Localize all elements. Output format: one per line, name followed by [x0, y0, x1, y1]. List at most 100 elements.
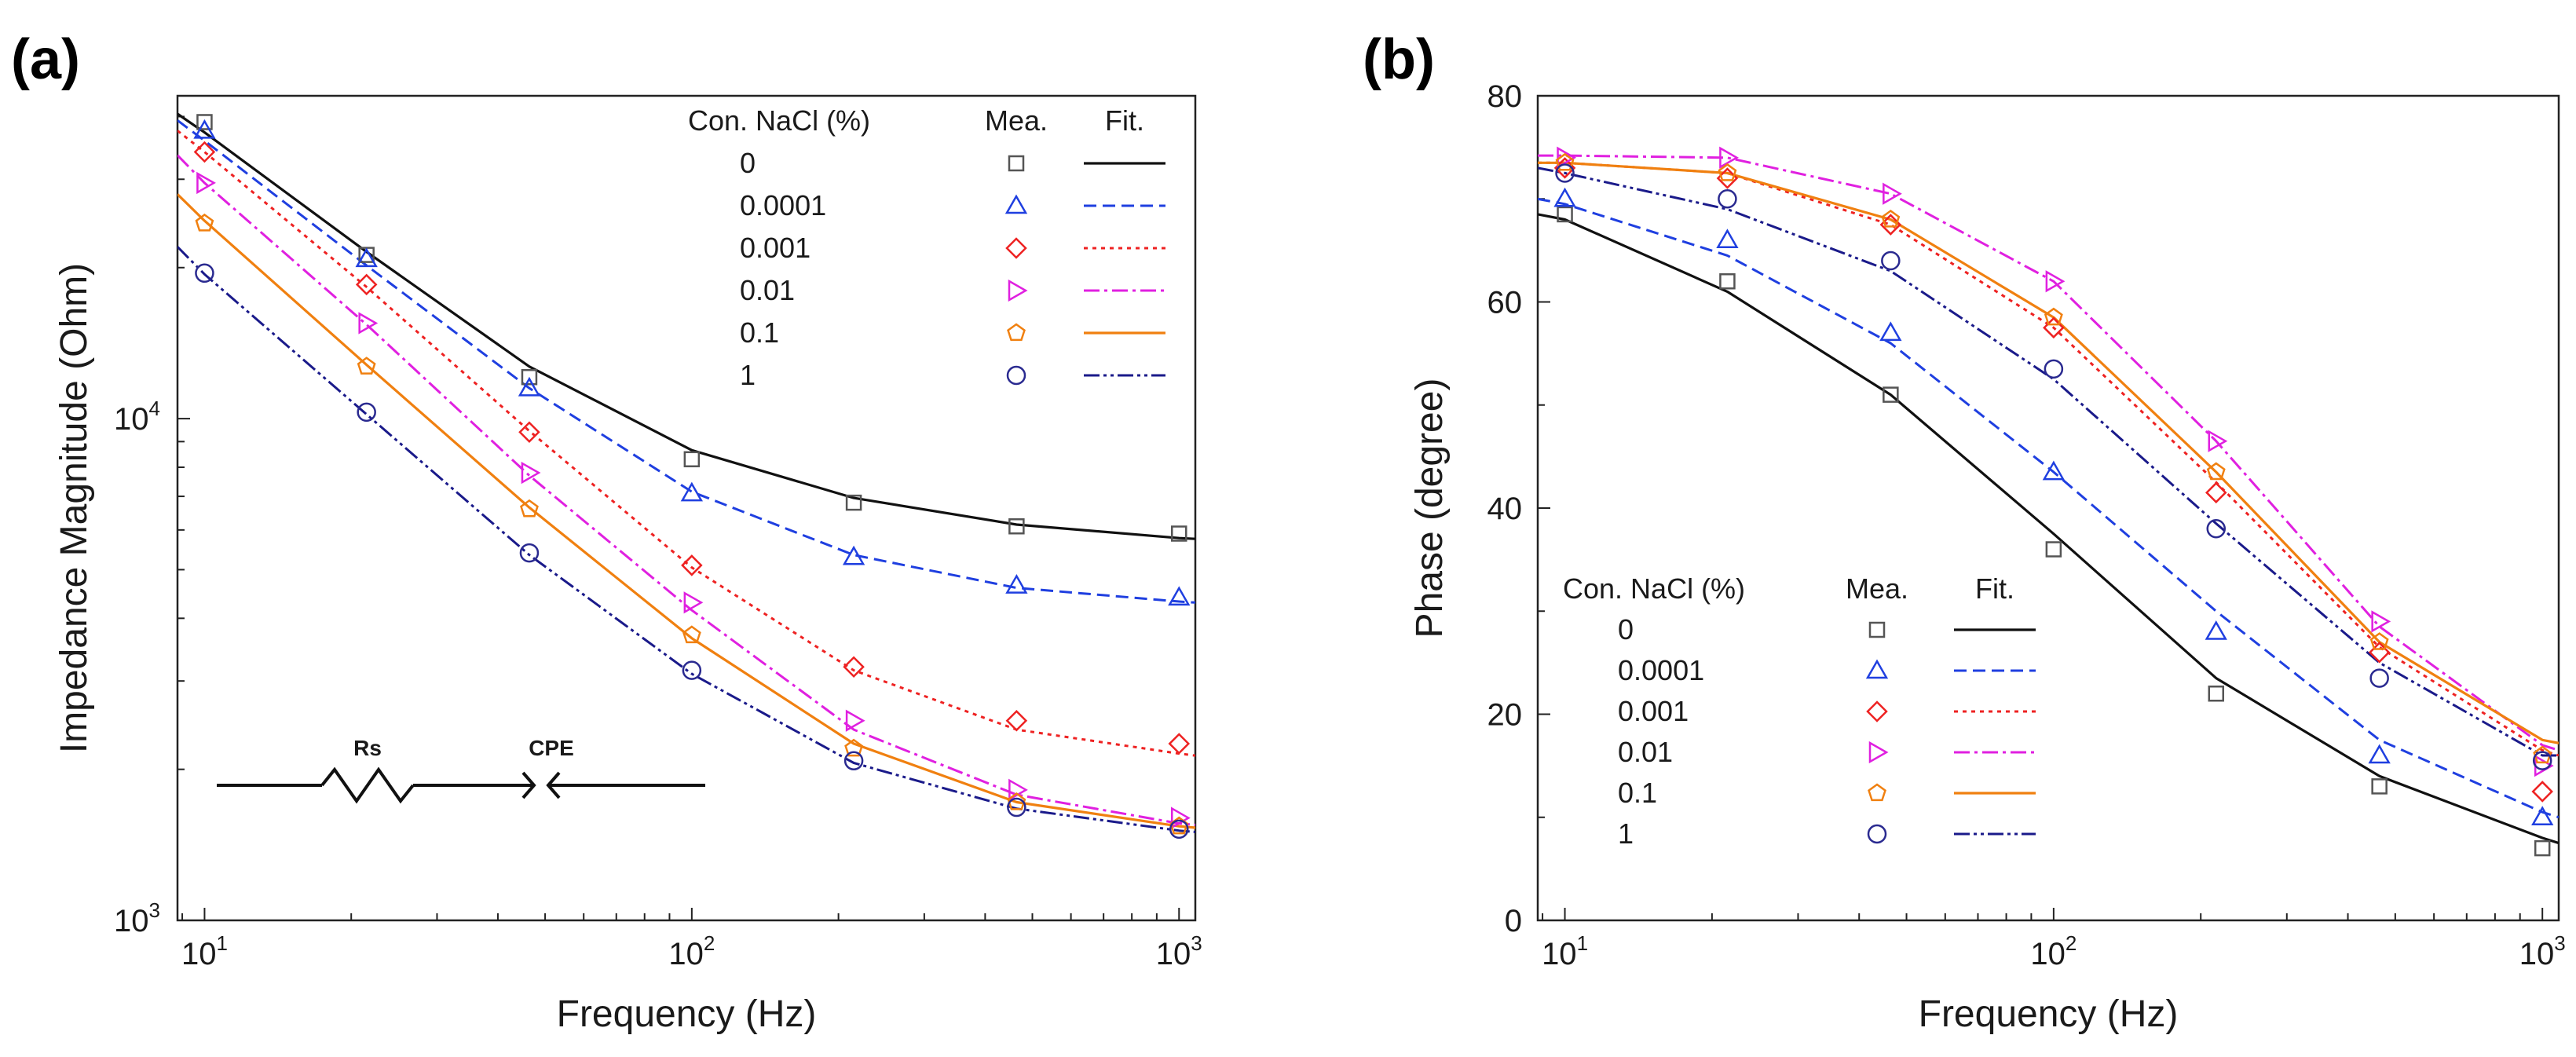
y-tick-label: 0 — [1505, 904, 1522, 938]
measured-point-0.01 — [2208, 430, 2228, 452]
fit-line-0.1 — [177, 193, 1195, 829]
plot-frame — [176, 94, 1197, 922]
measured-point-1 — [682, 660, 702, 680]
measured-point-0.1 — [682, 625, 701, 644]
measured-point-0.1 — [844, 738, 864, 757]
legend-label-0.1: 0.1 — [1618, 777, 1657, 809]
measured-point-0.0001 — [1716, 229, 1739, 248]
cpe-symbol — [521, 771, 536, 799]
measured-point-0.1 — [2044, 307, 2063, 326]
measured-point-0.0001 — [1879, 321, 1902, 342]
x-axis-title: Frequency (Hz) — [1919, 993, 2179, 1035]
y-axis-title: Impedance Magnitude (Ohm) — [53, 263, 95, 753]
fit-line-0.01 — [1538, 154, 2559, 752]
x-tick-label-base: 10 — [181, 937, 217, 971]
measured-point-0 — [1719, 273, 1736, 290]
legend-header-measured: Mea. — [1846, 572, 1908, 605]
measured-point-0 — [1557, 206, 1573, 223]
legend-label-0.1: 0.1 — [740, 316, 779, 349]
measured-point-0.0001 — [193, 119, 216, 139]
y-tick-label: 80 — [1487, 79, 1523, 114]
measured-point-0.1 — [357, 357, 376, 375]
y-tick-label: 20 — [1487, 698, 1523, 733]
measured-point-0.001 — [1168, 733, 1191, 755]
legend-header-concentration: Con. NaCl (%) — [1563, 572, 1745, 605]
measured-point-0.0001 — [2205, 620, 2227, 640]
measured-point-0.001 — [355, 273, 378, 296]
fit-line-1 — [1538, 166, 2559, 757]
x-tick-label-exp: 3 — [1191, 931, 1202, 955]
measured-point-0.0001 — [1553, 187, 1576, 207]
legend-header-measured: Mea. — [985, 104, 1048, 137]
measured-point-0.1 — [2533, 745, 2552, 764]
measured-point-1 — [1555, 163, 1575, 183]
measured-point-1 — [2206, 519, 2227, 539]
measured-point-0.01 — [683, 591, 704, 614]
legend-label-0.0001: 0.0001 — [1618, 654, 1704, 686]
y-tick-label-base: 10 — [114, 402, 149, 437]
measured-point-0 — [1171, 525, 1187, 542]
measured-point-0.001 — [681, 554, 703, 576]
fit-line-0.0001 — [1538, 197, 2559, 819]
measured-point-0.0001 — [518, 376, 541, 397]
legend-marker-0.1 — [1868, 783, 1886, 802]
measured-point-0.001 — [2205, 481, 2227, 504]
measured-point-0.01 — [1883, 182, 1902, 205]
measured-point-1 — [1007, 797, 1026, 817]
measured-point-0 — [845, 494, 862, 511]
measured-point-1 — [1881, 251, 1901, 271]
measured-point-1 — [357, 402, 376, 422]
y-tick-label: 60 — [1487, 286, 1523, 320]
measured-point-0.01 — [845, 709, 865, 732]
x-tick-label-exp: 2 — [704, 931, 715, 955]
measured-point-0.01 — [196, 171, 216, 195]
x-tick-label-base: 10 — [2030, 937, 2066, 971]
fit-line-0 — [1538, 213, 2559, 845]
x-tick-label: 101 — [181, 931, 228, 971]
measured-point-0.01 — [2371, 610, 2391, 633]
measured-point-0.0001 — [1168, 586, 1191, 606]
measured-point-0.0001 — [680, 481, 704, 502]
measured-point-0 — [2045, 541, 2062, 558]
measured-point-0 — [2371, 778, 2388, 795]
legend-label-0.0001: 0.0001 — [740, 189, 826, 221]
legend-marker-0 — [1008, 155, 1025, 172]
legend-label-0.01: 0.01 — [740, 274, 795, 306]
cpe-label: CPE — [529, 736, 574, 760]
measured-point-1 — [2044, 359, 2064, 379]
resistor-symbol — [320, 766, 415, 804]
legend-header-fit: Fit. — [1975, 572, 2014, 605]
legend-marker-1 — [1867, 824, 1887, 844]
measured-point-0.1 — [520, 499, 539, 518]
legend-marker-0.01 — [1008, 279, 1028, 302]
y-tick-label-exp: 4 — [149, 397, 160, 420]
measured-point-0.0001 — [2042, 460, 2066, 481]
fit-line-1 — [177, 246, 1195, 833]
measured-point-0.001 — [2368, 641, 2391, 664]
measured-point-0.1 — [1555, 152, 1575, 171]
x-tick-label: 102 — [668, 931, 715, 971]
measured-point-0.0001 — [2531, 806, 2554, 825]
legend-marker-0.0001 — [1004, 194, 1028, 214]
fit-line-0 — [177, 112, 1195, 540]
measured-point-0 — [683, 451, 701, 468]
x-tick-label: 102 — [2030, 931, 2077, 971]
measured-point-0 — [1883, 386, 1899, 403]
measured-point-1 — [2369, 668, 2389, 688]
panel-label-b: (b) — [1363, 28, 1435, 91]
legend-label-1: 1 — [1618, 817, 1634, 850]
y-tick-label-base: 10 — [114, 904, 149, 938]
x-tick-label-exp: 3 — [2554, 931, 2565, 955]
x-tick-label: 103 — [1156, 931, 1202, 971]
x-tick-label-base: 10 — [668, 937, 704, 971]
x-tick-label: 103 — [2519, 931, 2566, 971]
measured-point-0.1 — [1718, 163, 1737, 181]
measured-point-0 — [521, 368, 538, 386]
measured-point-1 — [1169, 819, 1189, 839]
legend-label-0: 0 — [1618, 613, 1634, 646]
measured-point-1 — [519, 543, 540, 563]
panel-label-a: (a) — [11, 28, 80, 91]
measured-point-1 — [1718, 189, 1737, 209]
series-layer — [1538, 154, 2559, 845]
measured-point-0.001 — [843, 656, 865, 678]
